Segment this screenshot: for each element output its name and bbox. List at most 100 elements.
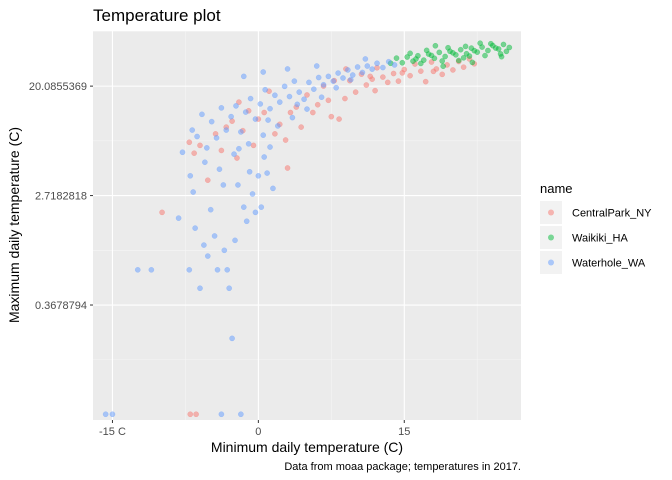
data-point — [325, 73, 332, 80]
data-point — [223, 127, 230, 133]
data-point — [422, 78, 429, 85]
data-point — [238, 129, 244, 135]
data-point — [190, 189, 196, 195]
data-point — [304, 92, 310, 98]
data-point — [477, 40, 483, 47]
data-point — [436, 49, 443, 56]
data-point — [455, 57, 462, 64]
data-point — [328, 113, 335, 120]
data-point — [298, 124, 304, 130]
data-point — [418, 60, 424, 67]
data-point — [340, 75, 346, 81]
grid-major — [93, 31, 521, 420]
data-point — [313, 63, 320, 69]
data-point — [399, 59, 406, 66]
data-point — [272, 131, 278, 137]
y-tick-label: 2.7182818 — [35, 191, 87, 203]
data-point — [201, 242, 207, 248]
data-point — [134, 267, 141, 273]
data-point — [232, 237, 238, 244]
data-point — [439, 71, 446, 78]
data-point — [218, 147, 225, 154]
data-point — [260, 69, 267, 75]
data-point — [301, 96, 307, 103]
data-point — [492, 45, 499, 51]
y-axis: 0.3678794 2.7182818 20.0855369 — [29, 81, 93, 312]
legend-key-point — [548, 234, 554, 241]
data-point — [236, 145, 242, 152]
plot-panel — [93, 31, 521, 420]
data-point — [211, 233, 218, 239]
data-point — [235, 182, 241, 188]
data-point — [289, 114, 296, 121]
legend-item: CentralPark_NY — [540, 201, 652, 224]
data-point — [218, 105, 225, 111]
x-axis-title: Minimum daily temperature (C) — [211, 439, 403, 455]
data-point — [445, 44, 451, 51]
data-point — [214, 267, 221, 273]
data-point — [460, 64, 467, 70]
data-point — [240, 204, 247, 210]
data-point — [231, 151, 237, 157]
x-tick-label: 15 — [398, 426, 410, 438]
data-point — [364, 63, 371, 69]
data-point — [500, 41, 507, 48]
data-point — [304, 106, 310, 112]
data-point — [245, 141, 252, 147]
data-point — [294, 101, 301, 108]
data-point — [284, 66, 291, 72]
data-point — [428, 59, 435, 65]
data-point — [272, 92, 278, 99]
series-Waterhole_WA — [102, 56, 398, 418]
data-point — [189, 127, 196, 133]
data-point — [311, 86, 317, 92]
data-point — [179, 149, 186, 156]
data-point — [159, 209, 165, 216]
data-point — [284, 165, 291, 171]
data-point — [252, 116, 259, 122]
data-point — [187, 411, 194, 418]
data-point — [391, 62, 398, 68]
data-point — [314, 101, 321, 108]
data-point — [202, 159, 208, 166]
data-point — [330, 78, 337, 84]
data-point — [347, 76, 354, 83]
data-point — [384, 79, 391, 86]
data-point — [204, 177, 211, 183]
data-point — [369, 66, 375, 72]
data-point — [220, 182, 227, 188]
grid-minor — [93, 31, 521, 420]
data-point — [380, 74, 386, 80]
data-point — [466, 53, 473, 59]
data-point — [175, 215, 182, 221]
data-point — [325, 97, 332, 104]
legend: name CentralPark_NY Waikiki_HA Waterhole_W… — [540, 181, 652, 274]
data-point — [249, 191, 256, 197]
data-point — [399, 70, 406, 76]
data-point — [442, 53, 448, 60]
data-point — [216, 166, 223, 173]
data-point — [102, 411, 109, 418]
data-point — [242, 109, 249, 115]
chart-caption: Data from moaa package; temperatures in … — [284, 461, 521, 473]
data-point — [234, 155, 240, 161]
data-point — [261, 154, 268, 160]
data-point — [247, 95, 254, 102]
data-point — [390, 70, 397, 77]
data-point — [407, 50, 413, 57]
data-point — [258, 204, 265, 210]
data-point — [506, 44, 513, 51]
data-point — [482, 52, 488, 59]
data-point — [385, 58, 392, 65]
legend-key-point — [548, 259, 554, 266]
data-point — [287, 109, 294, 116]
data-point — [342, 95, 348, 102]
data-point — [335, 70, 341, 76]
data-point — [430, 68, 437, 75]
data-point — [432, 42, 439, 49]
data-point — [281, 83, 288, 90]
data-point — [352, 89, 359, 95]
data-point — [270, 185, 276, 192]
data-point — [372, 87, 378, 94]
x-tick-label: 0 — [255, 426, 261, 438]
